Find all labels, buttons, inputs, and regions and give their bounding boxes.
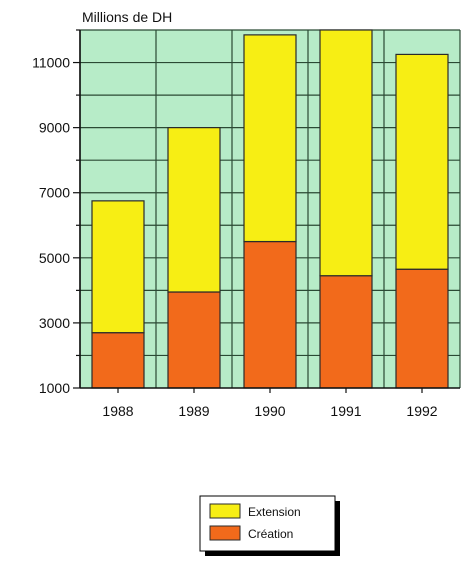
y-tick-label-7000: 7000 [39, 185, 70, 201]
legend-swatch-creation [209, 525, 241, 541]
x-tick-label-1988: 1988 [102, 403, 133, 419]
legend: Extension Création [199, 495, 340, 556]
x-tick-label-1992: 1992 [406, 403, 437, 419]
bar-creation-1989 [167, 291, 221, 389]
legend-label-creation: Création [248, 527, 293, 541]
y-tick-label-5000: 5000 [39, 250, 70, 266]
bar-extension-1992 [395, 53, 449, 270]
y-tick-label-9000: 9000 [39, 120, 70, 136]
bar-extension-1990 [243, 34, 297, 243]
x-tick-label-1990: 1990 [254, 403, 285, 419]
bar-extension-1989 [167, 127, 221, 293]
bar-extension-1991 [319, 29, 373, 277]
axes: 1988 1989 1990 1991 1992 1000 3000 5000 7000 9000… [32, 29, 460, 419]
legend-label-extension: Extension [248, 505, 301, 519]
y-axis-label: Millions de DH [82, 9, 172, 25]
y-tick-label-3000: 3000 [39, 315, 70, 331]
bar-creation-1992 [395, 268, 449, 389]
bar-creation-1991 [319, 275, 373, 389]
bar-creation-1990 [243, 240, 297, 389]
y-tick-label-1000: 1000 [39, 380, 70, 396]
bar-creation-1988 [91, 332, 145, 389]
bars [91, 29, 449, 389]
y-tick-label-11000: 11000 [32, 55, 70, 71]
legend-swatch-extension [209, 503, 241, 519]
bar-extension-1988 [91, 200, 145, 334]
x-tick-label-1991: 1991 [330, 403, 361, 419]
x-tick-label-1989: 1989 [178, 403, 209, 419]
